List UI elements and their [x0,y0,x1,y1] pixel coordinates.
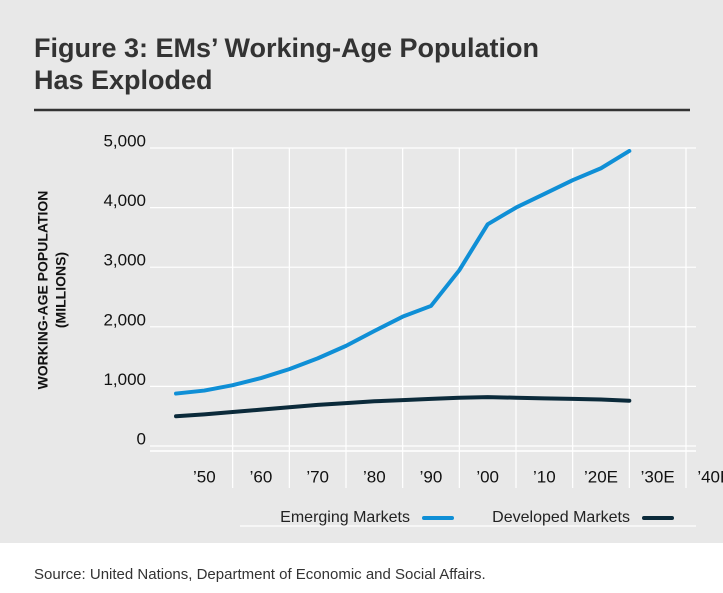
x-tick-label: ’10 [533,467,556,486]
line [174,148,632,396]
line [174,395,632,419]
x-tick-label: ’00 [476,467,499,486]
x-tick-label: ’50 [193,467,216,486]
panel [0,0,723,543]
legend-label: Emerging Markets [280,509,410,526]
x-tick-label: ’30E [641,467,675,486]
x-tick-label: ’70 [306,467,329,486]
y-tick-label: 3,000 [103,251,146,270]
chart-title: Has Exploded [34,65,213,95]
y-axis-label: WORKING-AGE POPULATION [35,191,51,390]
y-tick-label: 0 [137,429,146,448]
x-tick-label: ’60 [250,467,273,486]
y-tick-label: 2,000 [103,310,146,329]
source: Source: United Nations, Department of Ec… [34,566,486,583]
y-tick-label: 1,000 [103,370,146,389]
x-tick-label: ’90 [420,467,443,486]
x-tick-label: ’80 [363,467,386,486]
chart-title: Figure 3: EMs’ Working-Age Population [34,33,539,63]
legend-label: Developed Markets [492,509,630,526]
y-tick-label: 5,000 [103,131,146,150]
y-axis-label: (MILLIONS) [53,252,69,328]
x-tick-label: ’40E [697,467,723,486]
x-tick-label: ’20E [584,467,618,486]
y-tick-label: 4,000 [103,191,146,210]
